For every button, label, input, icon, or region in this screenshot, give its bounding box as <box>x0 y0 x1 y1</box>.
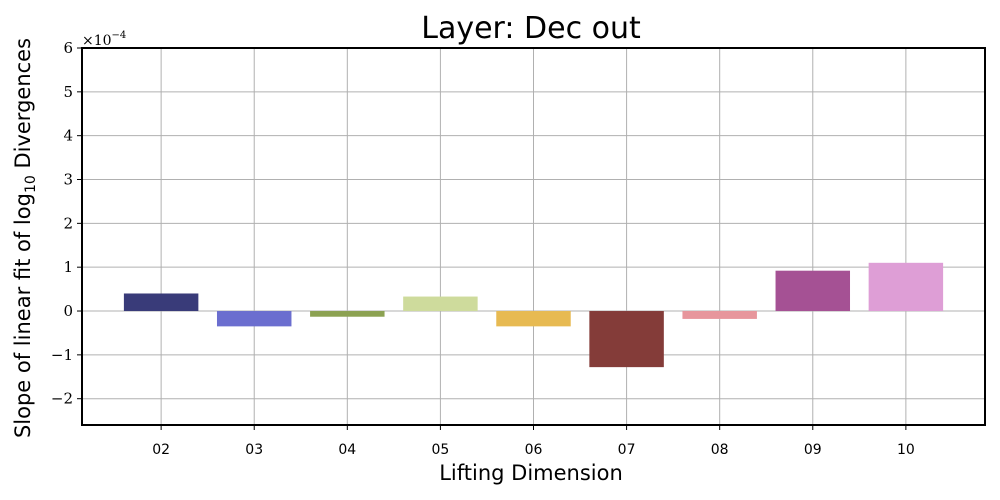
x-tick-label: 05 <box>431 442 449 458</box>
y-axis-offset-label: ×10−4 <box>82 30 126 49</box>
y-label-main: Slope of linear fit of log <box>11 193 35 438</box>
bar-06 <box>496 311 571 327</box>
y-label-subscript: 10 <box>23 175 39 193</box>
plot-frame <box>81 47 986 426</box>
y-tick-label: 5 <box>63 83 73 101</box>
bar-10 <box>868 262 944 312</box>
bar-04 <box>310 311 385 317</box>
x-axis-label: Lifting Dimension <box>439 461 623 485</box>
bar-05 <box>403 296 478 312</box>
bar-02 <box>123 293 199 312</box>
x-tick-label: 04 <box>338 442 356 458</box>
y-tick-label: 2 <box>63 214 73 232</box>
bars <box>123 262 944 368</box>
y-tick-label: 0 <box>63 302 73 320</box>
y-axis-label: Slope of linear fit of log10 Divergences <box>11 38 39 438</box>
y-tick-label: 6 <box>63 39 73 57</box>
x-tick-label: 07 <box>618 442 636 458</box>
grid-lines <box>82 47 985 425</box>
bar-07 <box>589 311 664 368</box>
x-axis-ticks: 02 03 04 05 06 07 08 09 10 <box>152 425 915 458</box>
y-offset-base: ×10 <box>82 33 112 49</box>
bar-03 <box>216 311 292 327</box>
y-offset-exponent: −4 <box>112 30 127 41</box>
y-tick-label: 4 <box>63 127 73 145</box>
x-tick-label: 02 <box>152 442 170 458</box>
y-axis-ticks: −2 −1 0 1 2 3 4 5 6 <box>51 39 82 408</box>
bar-09 <box>775 270 851 312</box>
y-label-suffix: Divergences <box>11 38 35 175</box>
x-tick-label: 10 <box>897 442 915 458</box>
y-tick-label: −1 <box>51 346 73 364</box>
chart-title: Layer: Dec out <box>421 11 641 46</box>
y-tick-label: 1 <box>63 258 73 276</box>
y-tick-label: −2 <box>51 390 73 408</box>
y-tick-label: 3 <box>63 171 73 189</box>
x-tick-label: 06 <box>525 442 543 458</box>
bar-08 <box>682 311 757 319</box>
x-tick-label: 08 <box>711 442 729 458</box>
x-tick-label: 09 <box>804 442 822 458</box>
x-tick-label: 03 <box>245 442 263 458</box>
